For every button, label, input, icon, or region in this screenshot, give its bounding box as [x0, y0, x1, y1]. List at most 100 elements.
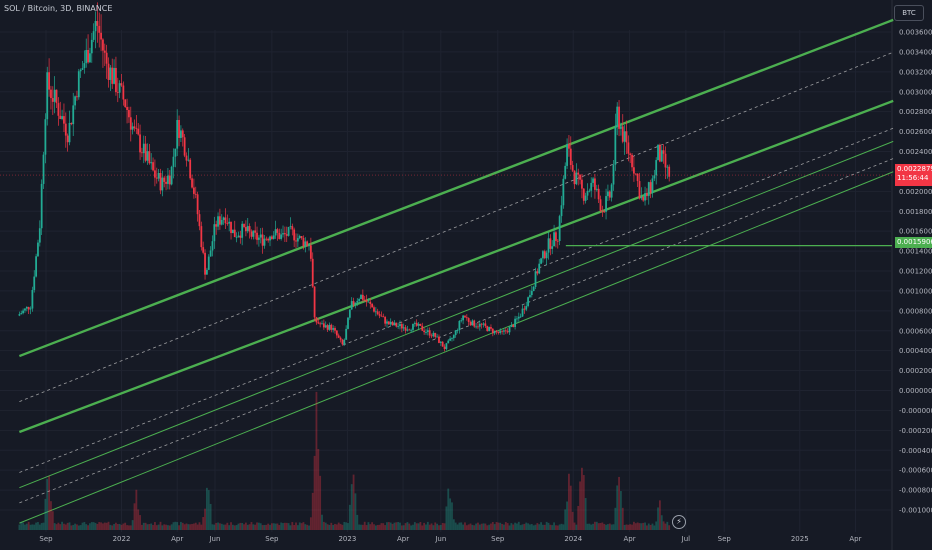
candle-body [490, 327, 492, 329]
volume-bar [141, 524, 143, 530]
volume-bar [490, 523, 492, 530]
volume-bar [64, 524, 67, 530]
candle-body [581, 179, 583, 189]
candle-body [328, 324, 331, 330]
channel-line-solid-thin [19, 171, 894, 524]
x-tick-label: Jun [208, 535, 220, 543]
candle-body [519, 316, 522, 318]
candle-body [217, 216, 219, 227]
volume-bar [282, 523, 284, 530]
volume-bar [215, 522, 218, 530]
volume-bar [482, 523, 485, 530]
candle-body [582, 188, 585, 201]
candle-body [154, 170, 156, 178]
volume-bar [510, 523, 513, 530]
volume-bar [200, 524, 203, 530]
volume-bar [183, 524, 186, 530]
candle-body [87, 49, 89, 63]
volume-bar [491, 522, 494, 530]
candle-body [499, 330, 502, 333]
candle-body [387, 321, 390, 325]
candle-body [165, 181, 167, 184]
volume-bar [298, 522, 301, 530]
candle-body [317, 322, 320, 324]
candle-body [417, 323, 420, 326]
candle-body [261, 234, 264, 246]
volume-bar [469, 523, 472, 530]
candle-body [668, 166, 671, 177]
volume-bar [79, 525, 82, 530]
volume-bar [347, 523, 349, 530]
volume-bar [176, 522, 179, 530]
candle-body [443, 346, 446, 350]
volume-bar [640, 523, 643, 530]
volume-bar [408, 523, 411, 530]
candle-body [100, 32, 102, 40]
volume-bar [113, 524, 115, 530]
volume-bar [150, 523, 153, 530]
volume-bar [334, 523, 336, 530]
candle-body [76, 96, 78, 98]
volume-bar [283, 522, 286, 530]
volume-bar [59, 524, 62, 530]
candle-body [159, 172, 162, 191]
volume-bar [107, 521, 110, 530]
volume-bar [250, 522, 253, 530]
candle-body [25, 306, 28, 309]
volume-bar [309, 517, 312, 530]
volume-bar [571, 511, 574, 530]
candle-body [345, 328, 348, 340]
volume-bar [239, 522, 242, 530]
volume-bar [623, 524, 626, 530]
volume-bar [514, 522, 516, 530]
volume-bar [196, 524, 199, 530]
volume-bar [415, 523, 418, 530]
candle-body [562, 178, 565, 206]
volume-bar [399, 522, 401, 530]
current-price-value: 0.0022879 [897, 165, 932, 173]
volume-bar [148, 524, 151, 530]
candle-body [59, 115, 62, 120]
candle-body [497, 331, 500, 333]
volume-bar [330, 522, 333, 530]
candle-body [428, 330, 431, 336]
y-tick-label: -0.0000000 [899, 407, 932, 415]
volume-bar [573, 522, 576, 530]
volume-bar [477, 522, 479, 530]
volume-bar [503, 524, 505, 530]
volume-bar [417, 523, 420, 530]
volume-bar [243, 524, 245, 530]
candle-body [335, 330, 338, 336]
current-price-badge: 0.0022879 11:56:44 [895, 164, 932, 186]
candle-body [115, 67, 117, 93]
candle-body [406, 329, 409, 331]
candle-body [311, 258, 314, 287]
candle-body [391, 321, 394, 326]
candle-body [304, 241, 307, 247]
x-tick-label: Sep [491, 535, 505, 543]
candle-body [599, 199, 602, 211]
volume-bar [595, 521, 598, 530]
currency-button[interactable]: BTC [894, 5, 924, 21]
candle-body [438, 336, 440, 343]
volume-bar [504, 522, 507, 530]
volume-bar [614, 507, 617, 530]
volume-bar [447, 488, 450, 530]
candle-body [642, 196, 645, 201]
volume-bar [421, 525, 424, 530]
candle-body [640, 196, 643, 199]
channel-line-solid-thick [18, 99, 894, 434]
lightning-logo-icon[interactable]: ⚡ [672, 515, 686, 529]
volume-bar [306, 524, 309, 530]
candle-body [302, 237, 305, 247]
candle-body [202, 247, 205, 253]
candle-body [577, 172, 580, 175]
candle-body [187, 159, 190, 161]
candle-body [439, 341, 442, 343]
candle-body [269, 236, 271, 241]
volume-bar [100, 522, 102, 530]
